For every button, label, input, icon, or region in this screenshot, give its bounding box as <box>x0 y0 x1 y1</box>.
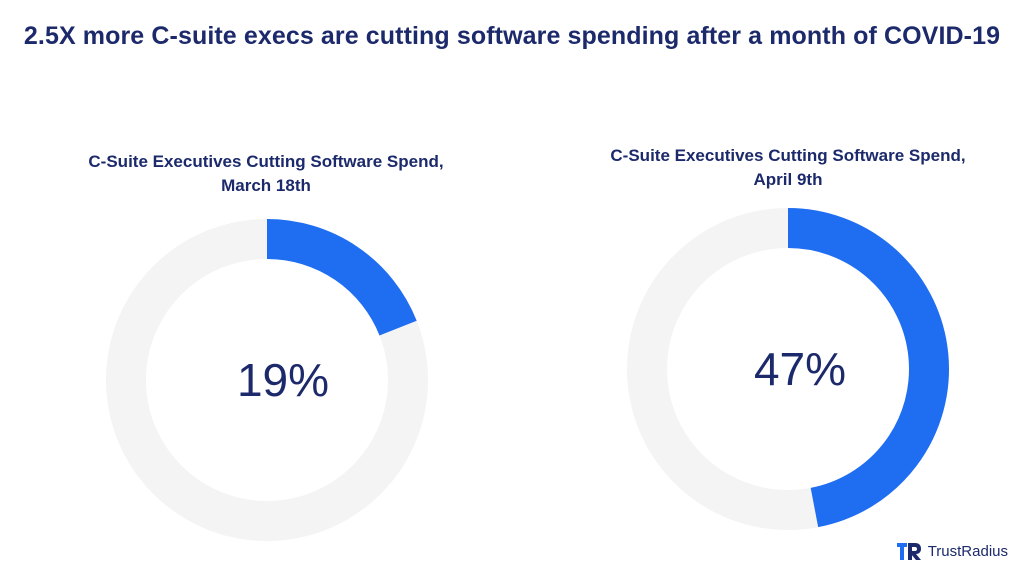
chart-title: 2.5X more C-suite execs are cutting soft… <box>23 22 1001 50</box>
donut-title-april: C-Suite Executives Cutting Software Spen… <box>578 144 998 192</box>
donut-title-march: C-Suite Executives Cutting Software Spen… <box>56 150 476 198</box>
donut-title-march-line2: March 18th <box>221 176 311 195</box>
trustradius-icon <box>896 543 921 560</box>
donut-title-april-line1: C-Suite Executives Cutting Software Spen… <box>610 146 966 165</box>
donut-slice-april <box>787 208 949 528</box>
brand-name: TrustRadius <box>927 542 1008 560</box>
donut-title-march-line1: C-Suite Executives Cutting Software Spen… <box>88 152 444 171</box>
donut-title-april-line2: April 9th <box>753 170 823 189</box>
donut-value-march: 19% <box>237 354 329 406</box>
trustradius-logo: TrustRadius <box>896 541 1008 561</box>
donut-value-april: 47% <box>754 343 846 395</box>
donut-slice-march <box>266 219 417 336</box>
